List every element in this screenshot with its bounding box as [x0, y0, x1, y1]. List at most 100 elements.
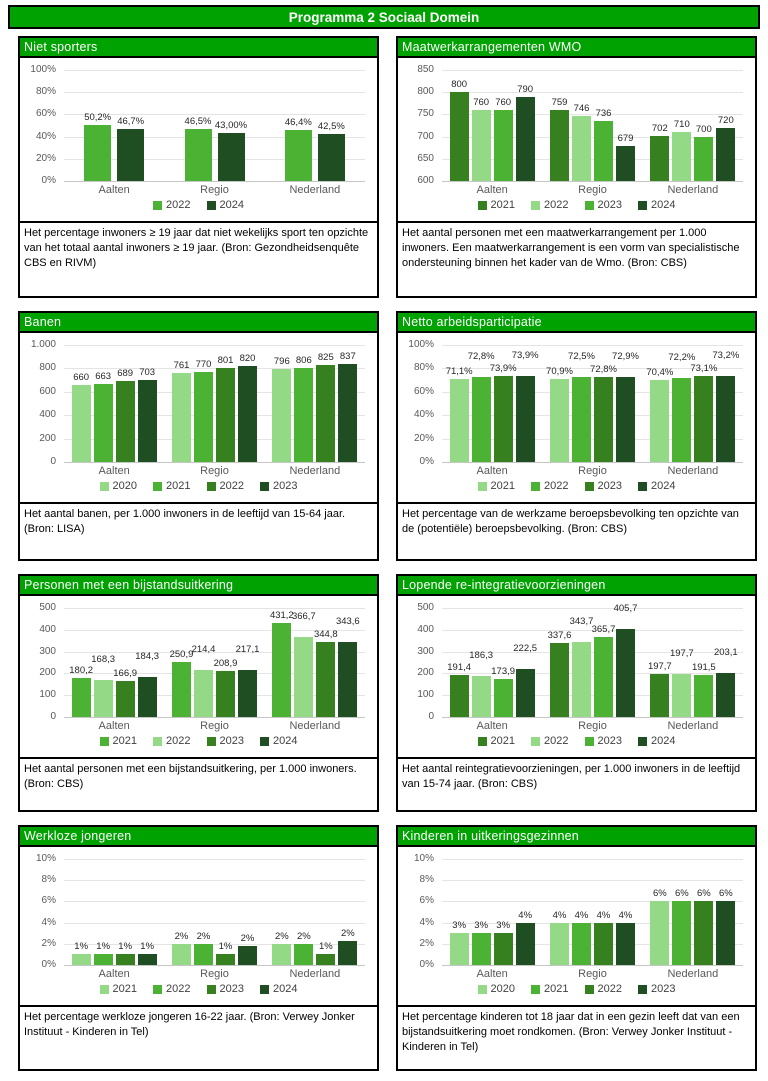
bar-label: 3% [452, 920, 467, 932]
gridline [64, 70, 365, 71]
gridline [442, 651, 743, 653]
x-axis-line [442, 965, 743, 966]
panel-bijstandsuitkering: Personen met een bijstandsuitkering 180,… [18, 574, 379, 812]
y-tick-label: 0% [419, 959, 434, 970]
plot-area: 660 663 689 703 761 770 801 820 796 806 825 837 [64, 345, 365, 463]
legend-label: 2023 [219, 735, 244, 747]
legend-label: 2024 [650, 735, 676, 747]
legend-swatch-icon [99, 984, 109, 994]
bar-label: 184,3 [135, 650, 160, 662]
bar [316, 641, 336, 717]
bar-label: 820 [239, 353, 256, 365]
bar-label: 720 [717, 114, 734, 126]
bar [471, 376, 491, 462]
plot-area: 1% 1% 1% 1% 2% 2% 1% 2% 2% 2% 1% 2% [64, 859, 365, 966]
gridline [64, 651, 365, 653]
legend-swatch-icon [153, 200, 163, 210]
legend-label: 2022 [597, 983, 622, 995]
bar-label: 790 [517, 83, 534, 95]
bar [93, 680, 113, 717]
bar-label: 759 [551, 97, 568, 109]
bar [115, 381, 135, 462]
y-tick-label: 500 [417, 602, 434, 613]
bar [672, 132, 692, 181]
y-tick-label: 4% [419, 916, 434, 928]
page-title: Programma 2 Sociaal Domein [8, 5, 760, 29]
legend-item: 2023 [584, 199, 622, 211]
gridline [442, 629, 743, 631]
bar-label: 4% [574, 909, 589, 921]
legend-swatch-icon [153, 481, 163, 491]
bar-label: 217,1 [235, 643, 260, 655]
bar-label: 825 [317, 352, 334, 364]
bar-label: 73,1% [690, 363, 718, 375]
y-tick-label: 100 [39, 689, 56, 701]
y-tick-label: 6% [419, 895, 434, 907]
bar [117, 129, 145, 181]
y-tick-label: 700 [417, 130, 434, 142]
bar [184, 129, 212, 181]
category-label: Aalten [476, 720, 508, 732]
bar [572, 642, 591, 717]
bar-label: 70,9% [546, 366, 573, 378]
y-tick-label: 0 [50, 456, 56, 467]
bar [294, 637, 314, 717]
bar-label: 250,9 [169, 649, 194, 661]
panel-kinderen-uitkeringsgezinnen: Kinderen in uitkeringsgezinnen 3% 3% 3% 4% 4… [396, 825, 757, 1071]
y-tick-label: 200 [39, 667, 56, 679]
legend-label: 2022 [544, 480, 569, 492]
y-tick-label: 850 [417, 64, 434, 75]
bar [694, 376, 714, 462]
legend-label: 2021 [490, 199, 516, 211]
legend-label: 2023 [219, 983, 244, 995]
gridline [442, 92, 743, 94]
bar-label: 203,1 [713, 646, 738, 658]
panel-banen: Banen 660 663 689 703 761 770 801 820 796 806 825 8… [18, 311, 379, 561]
y-tick-label: 0 [428, 711, 434, 722]
category-label: Nederland [289, 184, 341, 196]
bar-label: 72,5% [568, 351, 595, 363]
plot-area: 50,2% 46,7% 46,5% 43,00% 46,4% 42,5% [64, 70, 365, 182]
plot-area: 3% 3% 3% 4% 4% 4% 4% 4% 6% 6% 6% 6% [442, 859, 743, 966]
x-axis-line [64, 462, 365, 463]
legend: 2021 2022 2023 2024 [20, 735, 377, 747]
legend-label: 2023 [650, 983, 676, 995]
banen-chart: 660 663 689 703 761 770 801 820 796 806 825 837 0 200… [20, 333, 377, 504]
bar-label: 72,8% [467, 350, 495, 362]
gridline [442, 114, 743, 116]
y-tick-label: 2% [419, 937, 434, 949]
y-tick-label: 800 [39, 362, 56, 374]
bar [616, 145, 635, 181]
gridline [442, 158, 743, 160]
bar [449, 675, 469, 717]
panel-caption: Het percentage van de werkzame beroepsbe… [402, 508, 739, 536]
kinderen-uitkeringsgezinnen-chart: 3% 3% 3% 4% 4% 4% 4% 4% 6% 6% 6% 6% 0% 2% 4% 6% 8% 10% Aal… [398, 847, 755, 1007]
bar [716, 127, 736, 181]
bar [137, 676, 157, 717]
gridline [442, 345, 743, 346]
legend-swatch-icon [259, 984, 269, 994]
bar-label: 343,7 [569, 616, 594, 628]
category-label: Aalten [476, 465, 508, 477]
bar [194, 943, 213, 965]
legend: 2020 2021 2022 2023 [20, 480, 377, 492]
bar-label: 702 [651, 122, 668, 134]
legend-label: 2024 [219, 199, 244, 211]
legend-item: 2024 [259, 735, 297, 747]
bar-label: 703 [139, 366, 156, 378]
werkloze-jongeren-chart: 1% 1% 1% 1% 2% 2% 1% 2% 2% 2% 1% 2% 0% 2% 4% 6% 8% 10% Aal… [20, 847, 377, 1007]
legend-swatch-icon [584, 984, 594, 994]
legend-item: 2022 [531, 199, 569, 211]
legend-label: 2021 [166, 480, 191, 492]
plot-area: 191,4 186,3 173,9 222,5 337,6 343,7 365,7 405,7… [442, 603, 743, 718]
legend-swatch-icon [259, 736, 269, 746]
gridline [442, 880, 743, 882]
legend-swatch-icon [99, 736, 109, 746]
bar-label: 72,9% [612, 350, 639, 362]
gridline [64, 368, 365, 370]
legend-label: 2024 [650, 480, 676, 492]
bar-label: 689 [117, 368, 134, 380]
bar-label: 71,1% [445, 365, 473, 377]
re-integratievoorzieningen-chart: 191,4 186,3 173,9 222,5 337,6 343,7 365,7 405,7… [398, 596, 755, 759]
legend: 2021 2022 2023 2024 [398, 735, 755, 747]
